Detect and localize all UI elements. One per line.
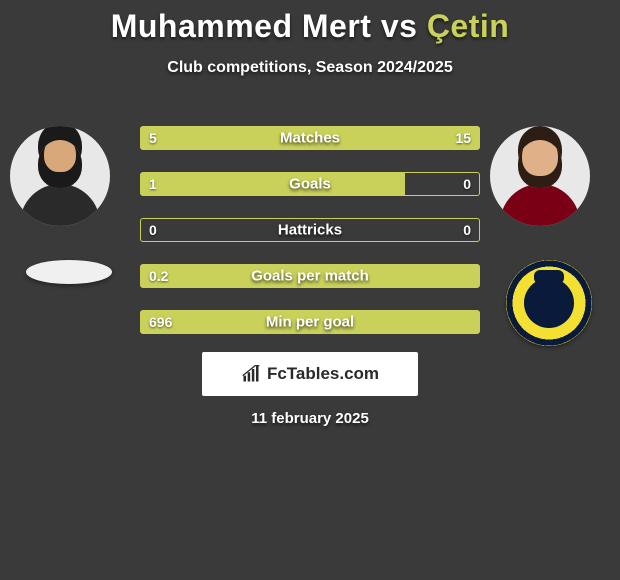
stat-label: Matches bbox=[141, 130, 479, 147]
club-badge-left bbox=[26, 260, 112, 284]
subtitle: Club competitions, Season 2024/2025 bbox=[0, 59, 620, 77]
player-left-avatar bbox=[10, 126, 110, 226]
stat-row: 0.2Goals per match bbox=[140, 264, 480, 288]
brand-box[interactable]: FcTables.com bbox=[202, 352, 418, 396]
brand-text: FcTables.com bbox=[267, 364, 379, 384]
stat-label: Goals bbox=[141, 176, 479, 193]
stat-label: Goals per match bbox=[141, 268, 479, 285]
stat-label: Min per goal bbox=[141, 314, 479, 331]
bar-chart-icon bbox=[241, 364, 261, 384]
date-label: 11 february 2025 bbox=[0, 410, 620, 427]
stat-label: Hattricks bbox=[141, 222, 479, 239]
stat-row: 00Hattricks bbox=[140, 218, 480, 242]
title-vs: vs bbox=[381, 8, 418, 44]
player-right-avatar bbox=[490, 126, 590, 226]
page-title: Muhammed Mert vs Çetin bbox=[0, 0, 620, 45]
player-left-name: Muhammed Mert bbox=[111, 8, 372, 44]
stats-area: 515Matches 10Goals 00Hattricks 0.2Goals per… bbox=[140, 126, 480, 356]
stat-row: 10Goals bbox=[140, 172, 480, 196]
player-right-name: Çetin bbox=[427, 8, 510, 44]
club-badge-right bbox=[506, 260, 592, 346]
stat-row: 515Matches bbox=[140, 126, 480, 150]
stat-row: 696Min per goal bbox=[140, 310, 480, 334]
